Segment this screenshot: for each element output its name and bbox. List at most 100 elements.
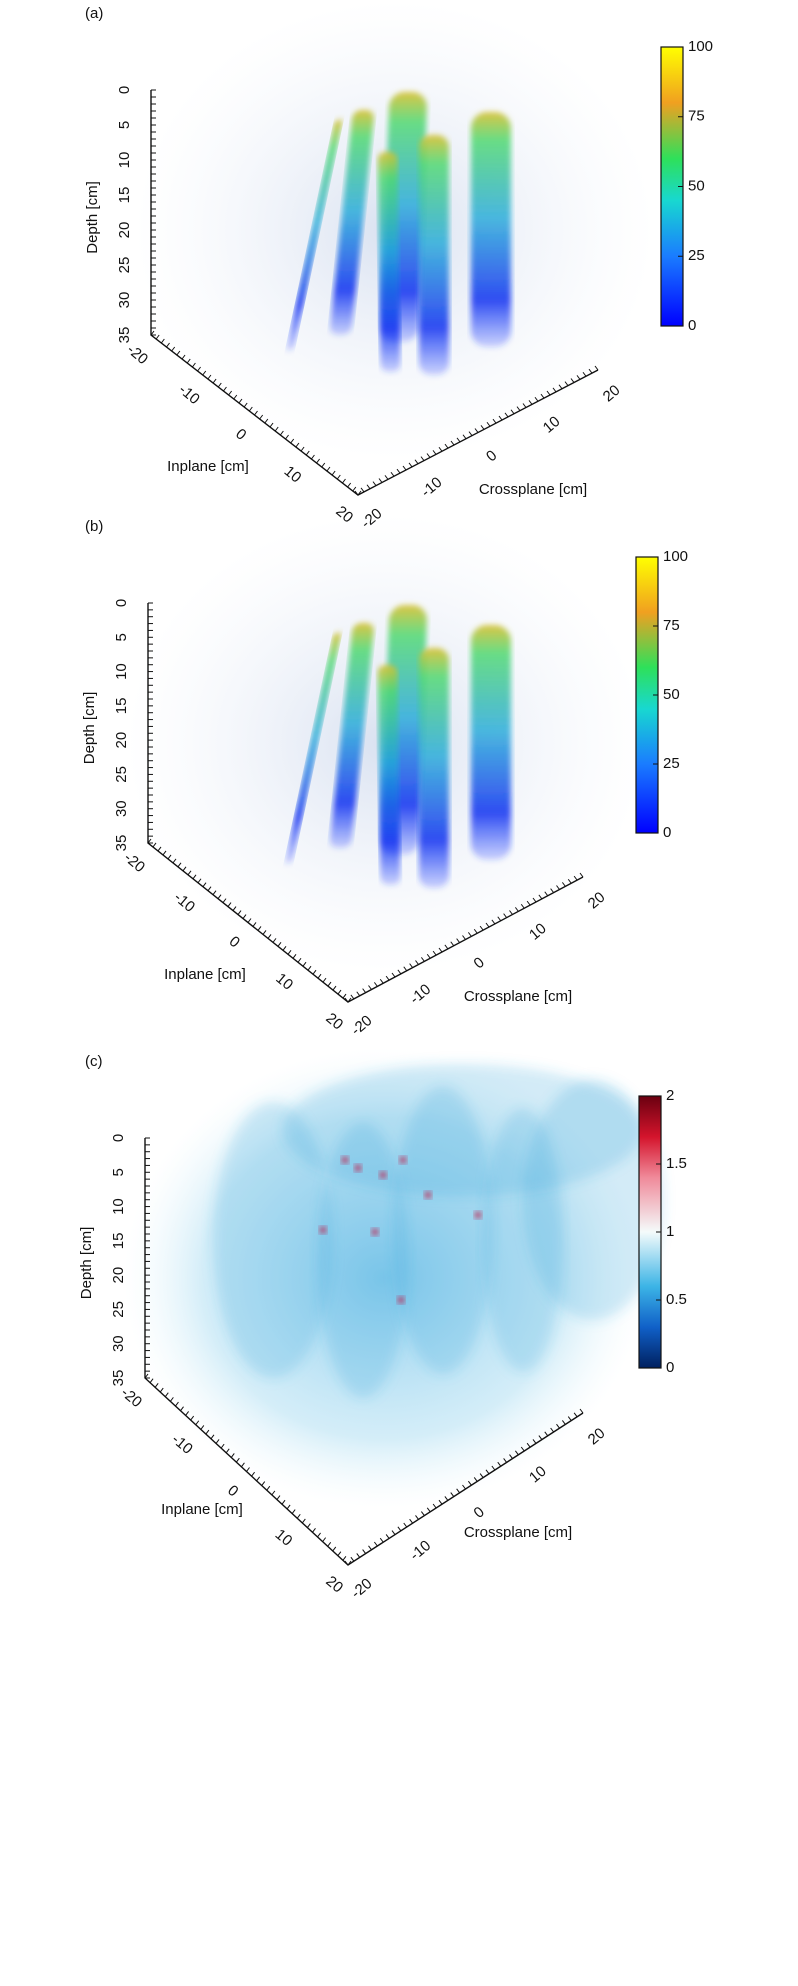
minor-tick <box>368 985 372 990</box>
minor-tick <box>162 850 167 856</box>
minor-tick <box>509 1454 513 1459</box>
minor-tick <box>197 366 201 372</box>
minor-tick <box>426 453 431 458</box>
minor-tick <box>368 1545 372 1551</box>
minor-tick <box>391 1530 396 1535</box>
minor-tick <box>573 1412 578 1418</box>
crossplane-tick-label: -10 <box>407 1537 435 1564</box>
minor-tick <box>397 1526 402 1532</box>
minor-tick <box>522 403 527 408</box>
minor-tick <box>171 346 176 352</box>
minor-tick <box>510 409 515 415</box>
minor-tick <box>220 1443 225 1449</box>
minor-tick <box>322 1537 327 1542</box>
volume-hotspot <box>354 1164 362 1172</box>
minor-tick <box>558 384 563 390</box>
depth-tick-label: 15 <box>116 187 133 204</box>
panel-label: (a) <box>85 5 103 22</box>
minor-tick <box>307 965 312 971</box>
minor-tick <box>474 428 479 433</box>
minor-tick <box>414 459 419 465</box>
minor-tick <box>195 1420 200 1426</box>
minor-tick <box>267 934 272 939</box>
depth-tick-label: 5 <box>113 633 130 641</box>
minor-tick <box>337 989 342 995</box>
minor-tick <box>295 442 300 448</box>
volume-hotspot <box>424 1191 432 1199</box>
minor-tick <box>352 486 357 492</box>
minor-tick <box>420 1511 425 1516</box>
minor-tick <box>232 906 237 911</box>
minor-tick <box>282 946 287 951</box>
minor-tick <box>154 1383 159 1388</box>
crossplane-tick-label: -20 <box>348 1012 376 1039</box>
minor-tick <box>344 1560 349 1566</box>
minor-tick <box>534 396 539 402</box>
minor-tick <box>332 1546 337 1552</box>
panel-label: (b) <box>85 518 103 535</box>
minor-tick <box>212 890 217 895</box>
minor-tick <box>317 1532 321 1538</box>
minor-tick <box>462 1484 466 1490</box>
minor-tick <box>301 1518 306 1524</box>
minor-tick <box>266 1485 271 1491</box>
minor-tick <box>254 410 258 416</box>
minor-tick <box>372 481 377 486</box>
minor-tick <box>456 1488 461 1494</box>
depth-tick-label: 30 <box>113 800 130 817</box>
inplane-tick-label: 0 <box>226 933 243 951</box>
minor-tick <box>336 474 341 480</box>
colorbar-tick-label: 1 <box>666 1223 674 1240</box>
depth-tick-label: 25 <box>116 257 133 274</box>
minor-tick <box>514 907 519 912</box>
minor-tick <box>485 922 490 928</box>
minor-tick <box>552 387 557 393</box>
minor-tick <box>312 1527 316 1533</box>
minor-tick <box>479 1473 484 1478</box>
minor-tick <box>438 947 443 953</box>
volume-column <box>286 120 343 350</box>
minor-tick <box>479 925 484 931</box>
minor-tick <box>403 1522 408 1528</box>
minor-tick <box>210 1434 215 1440</box>
inplane-tick-label: -20 <box>121 849 149 876</box>
minor-tick <box>264 418 269 424</box>
volume-column <box>471 625 511 860</box>
colorbar-tick-label: 25 <box>688 247 705 264</box>
minor-tick <box>187 870 192 876</box>
minor-tick <box>155 334 160 340</box>
colorbar-tick-label: 50 <box>663 686 680 703</box>
volume-haze-blob <box>318 1122 408 1398</box>
minor-tick <box>227 902 232 907</box>
minor-tick <box>385 975 390 981</box>
depth-tick-label: 15 <box>113 698 130 715</box>
minor-tick <box>347 1560 352 1566</box>
colorbar-tick-label: 0.5 <box>666 1291 687 1308</box>
minor-tick <box>342 1556 347 1561</box>
minor-tick <box>579 1408 584 1414</box>
minor-tick <box>233 394 238 400</box>
minor-tick <box>337 1551 342 1556</box>
volume-column <box>377 665 401 885</box>
minor-tick <box>403 966 408 972</box>
minor-tick <box>322 977 327 983</box>
depth-tick-label: 10 <box>110 1198 127 1215</box>
minor-tick <box>261 1481 266 1486</box>
minor-tick <box>570 378 575 383</box>
minor-tick <box>252 922 257 927</box>
minor-tick <box>450 1492 455 1497</box>
minor-tick <box>147 838 152 844</box>
minor-tick <box>237 910 242 915</box>
minor-tick <box>180 1406 184 1412</box>
volume-hotspot <box>319 1226 327 1234</box>
minor-tick <box>290 438 295 444</box>
colorbar-tick-label: 75 <box>663 617 680 634</box>
minor-tick <box>277 942 282 947</box>
depth-tick-label: 30 <box>110 1335 127 1352</box>
minor-tick <box>246 1467 250 1472</box>
minor-tick <box>538 894 543 900</box>
minor-tick <box>485 1469 490 1475</box>
inplane-tick-label: -10 <box>175 381 203 408</box>
minor-tick <box>238 398 243 404</box>
minor-tick <box>498 415 503 421</box>
